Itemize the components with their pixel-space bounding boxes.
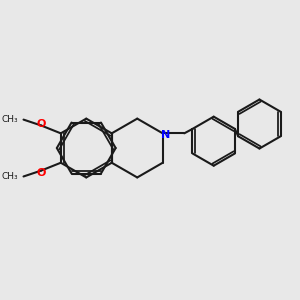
Text: O: O [37,118,46,128]
Text: CH₃: CH₃ [2,115,19,124]
Text: N: N [161,130,170,140]
Text: CH₃: CH₃ [2,172,19,181]
Text: O: O [37,168,46,178]
